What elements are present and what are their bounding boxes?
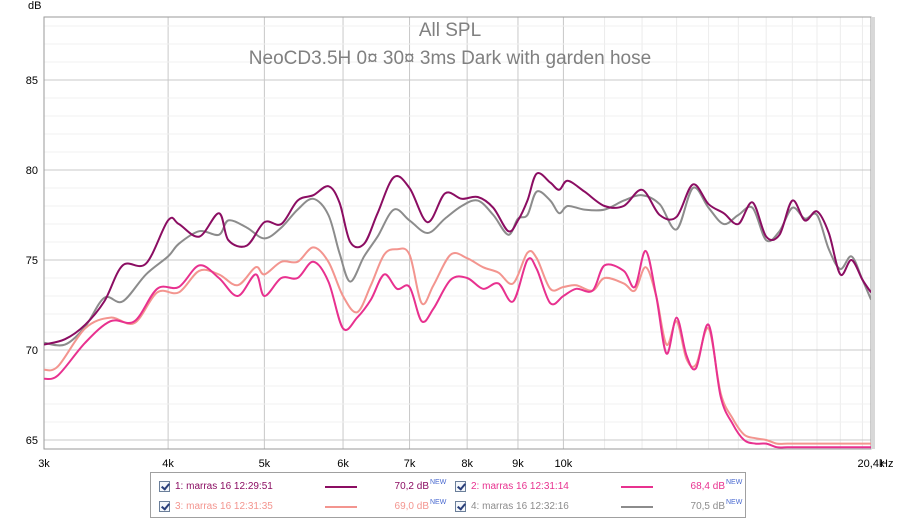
legend-label: 4: marras 16 12:32:16 bbox=[471, 501, 569, 512]
y-tick-label: 65 bbox=[26, 435, 38, 447]
new-badge: NEW bbox=[726, 499, 743, 506]
x-tick-label: 5k bbox=[259, 458, 271, 470]
series-2-checkbox[interactable] bbox=[455, 481, 466, 492]
y-tick-label: 85 bbox=[26, 75, 38, 87]
legend-swatch bbox=[325, 486, 357, 488]
legend-swatch bbox=[621, 506, 653, 508]
legend-swatch bbox=[621, 486, 653, 488]
y-tick-label: 75 bbox=[26, 255, 38, 267]
new-badge: NEW bbox=[430, 479, 447, 486]
spl-chart: 3k 4k 5k 6k 7k 8k 9k 10k 20,4k 65 70 75 80 85 All SPL… bbox=[26, 0, 894, 470]
plot-frame-shadow bbox=[871, 17, 875, 449]
series-lines bbox=[44, 172, 871, 449]
legend-label: 3: marras 16 12:31:35 bbox=[175, 501, 273, 512]
x-tick-label: 8k bbox=[461, 458, 473, 470]
grid-lines bbox=[43, 17, 872, 449]
series-3-checkbox[interactable] bbox=[159, 501, 170, 512]
plot-area bbox=[44, 17, 871, 449]
x-axis-unit: Hz bbox=[880, 458, 893, 470]
series-line-3 bbox=[44, 246, 871, 445]
legend-item-4[interactable]: 4: marras 16 12:32:16 70,5 dB NEW bbox=[455, 498, 745, 516]
series-4-checkbox[interactable] bbox=[455, 501, 466, 512]
new-badge: NEW bbox=[430, 499, 447, 506]
x-tick-label: 3k bbox=[38, 458, 50, 470]
legend-value: 69,0 dB bbox=[394, 501, 429, 512]
series-1-checkbox[interactable] bbox=[159, 481, 170, 492]
series-line-1 bbox=[44, 172, 871, 346]
chart-title: All SPL bbox=[419, 20, 481, 41]
new-badge: NEW bbox=[726, 479, 743, 486]
legend-label: 2: marras 16 12:31:14 bbox=[471, 481, 569, 492]
series-line-2 bbox=[44, 249, 871, 449]
x-tick-label: 10k bbox=[555, 458, 573, 470]
y-tick-label: 70 bbox=[26, 345, 38, 357]
legend-item-2[interactable]: 2: marras 16 12:31:14 68,4 dB NEW bbox=[455, 478, 745, 496]
legend-item-1[interactable]: 1: marras 16 12:29:51 70,2 dB NEW bbox=[159, 478, 449, 496]
legend-value: 70,2 dB bbox=[394, 481, 429, 492]
y-axis-label: dB bbox=[28, 0, 41, 12]
legend-swatch bbox=[325, 506, 357, 508]
legend-label: 1: marras 16 12:29:51 bbox=[175, 481, 273, 492]
x-tick-label: 4k bbox=[162, 458, 174, 470]
x-tick-label: 6k bbox=[337, 458, 349, 470]
chart-subtitle: NeoCD3.5H 0¤ 30¤ 3ms Dark with garden ho… bbox=[249, 48, 651, 69]
series-line-4 bbox=[44, 186, 871, 347]
legend-item-3[interactable]: 3: marras 16 12:31:35 69,0 dB NEW bbox=[159, 498, 449, 516]
legend: 1: marras 16 12:29:51 70,2 dB NEW 2: mar… bbox=[150, 472, 746, 518]
legend-value: 68,4 dB bbox=[690, 481, 725, 492]
y-tick-label: 80 bbox=[26, 165, 38, 177]
x-tick-label: 20,4k bbox=[858, 458, 885, 470]
axes: 3k 4k 5k 6k 7k 8k 9k 10k 20,4k 65 70 75 80 85 bbox=[26, 16, 885, 470]
legend-value: 70,5 dB bbox=[690, 501, 725, 512]
x-tick-label: 7k bbox=[404, 458, 416, 470]
x-tick-label: 9k bbox=[512, 458, 524, 470]
